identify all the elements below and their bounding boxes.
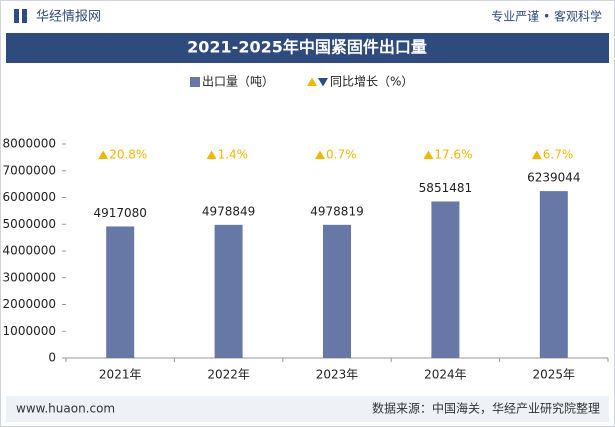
growth-label: 17.6% <box>434 148 472 162</box>
chart-title: 2021-2025年中国紧固件出口量 <box>187 38 427 57</box>
data-label: 6239044 <box>527 171 580 185</box>
x-tick-label: 2023年 <box>316 368 359 382</box>
bar <box>106 226 135 358</box>
x-tick-label: 2024年 <box>424 368 467 382</box>
growth-label: 6.7% <box>543 148 574 162</box>
y-tick-label: 6000000 <box>3 190 56 204</box>
data-label: 5851481 <box>419 181 472 195</box>
growth-label: 1.4% <box>218 148 249 162</box>
website: www.huaon.com <box>16 402 115 416</box>
growth-marker <box>423 150 434 159</box>
legend-label: 同比增长（%） <box>330 75 413 89</box>
legend-label: 出口量（吨） <box>202 75 274 89</box>
y-tick-label: 2000000 <box>3 297 56 311</box>
growth-marker <box>315 150 325 159</box>
x-tick-label: 2021年 <box>99 368 142 382</box>
x-tick-label: 2025年 <box>533 368 576 382</box>
growth-label: 20.8% <box>109 148 147 162</box>
growth-label: 0.7% <box>326 148 357 162</box>
legend-swatch <box>190 77 200 87</box>
slogan: 专业严谨 • 客观科学 <box>491 9 602 24</box>
brand: 华经情报网 <box>36 10 101 25</box>
bar <box>431 201 460 358</box>
footer-bar <box>6 396 609 422</box>
legend-swatch <box>307 77 317 86</box>
y-tick-label: 3000000 <box>3 270 56 284</box>
data-label: 4978819 <box>310 204 363 218</box>
bar <box>214 224 243 358</box>
data-label: 4917080 <box>93 206 146 220</box>
y-tick-label: 4000000 <box>3 244 56 258</box>
bar <box>323 224 351 358</box>
title-bar <box>6 33 609 63</box>
logo-icon <box>14 9 19 23</box>
growth-marker <box>98 150 109 159</box>
bar <box>539 191 568 358</box>
y-tick-label: 5000000 <box>3 217 56 231</box>
source: 数据来源：中国海关，华经产业研究院整理 <box>372 401 600 416</box>
logo-icon <box>22 9 27 23</box>
y-tick-label: 1000000 <box>3 324 56 338</box>
data-label: 4978849 <box>202 204 255 218</box>
y-tick-label: 0 <box>48 351 56 365</box>
y-tick-label: 7000000 <box>3 163 56 177</box>
legend-swatch <box>318 78 328 87</box>
growth-marker <box>206 150 217 159</box>
y-tick-label: 8000000 <box>3 137 56 151</box>
x-tick-label: 2022年 <box>207 368 250 382</box>
growth-marker <box>531 150 542 159</box>
